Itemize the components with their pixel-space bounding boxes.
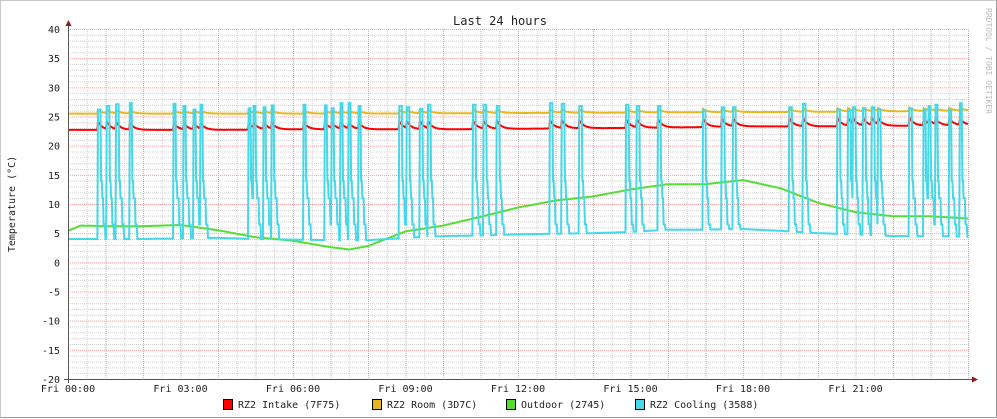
x-tick-label: Fri 00:00	[41, 384, 95, 395]
series-lines	[67, 102, 969, 251]
legend-swatch	[372, 399, 382, 410]
x-axis-ticks: Fri 00:00 Fri 03:00 Fri 06:00 Fri 09:00 Fri …	[41, 384, 883, 395]
series-line-3	[68, 102, 969, 242]
x-tick-label: Fri 06:00	[266, 384, 320, 395]
legend-label: Outdoor (2745)	[521, 400, 605, 411]
legend-swatch	[506, 399, 516, 410]
y-tick-label: 5	[54, 229, 60, 240]
y-tick-label: -10	[42, 317, 60, 328]
legend-label: RZ2 Cooling (3588)	[650, 400, 758, 411]
x-tick-label: Fri 12:00	[491, 384, 545, 395]
y-tick-label: 40	[48, 25, 60, 36]
y-tick-label: -15	[42, 346, 60, 357]
y-tick-label: 30	[48, 83, 60, 94]
series-line-0	[68, 114, 969, 131]
x-tick-label: Fri 03:00	[153, 384, 207, 395]
y-tick-label: 20	[48, 142, 60, 153]
legend-label: RZ2 Intake (7F75)	[238, 400, 340, 411]
y-tick-label: -20	[42, 375, 60, 386]
y-tick-label: 15	[48, 171, 60, 182]
x-tick-label: Fri 18:00	[716, 384, 770, 395]
y-tick-label: 35	[48, 54, 60, 65]
x-tick-label: Fri 15:00	[603, 384, 657, 395]
y-tick-label: 10	[48, 200, 60, 211]
grid	[68, 29, 970, 379]
legend-swatch	[223, 399, 233, 410]
watermark: RRDTOOL / TOBI OETIKER	[984, 8, 993, 114]
legend: RZ2 Intake (7F75) RZ2 Room (3D7C) Outdoor …	[223, 399, 758, 411]
y-tick-label: 0	[54, 258, 60, 269]
legend-swatch	[635, 399, 645, 410]
y-axis-ticks: 40 35 30 25 20 15 10 5 0 -5 -10 -15 -20	[42, 25, 60, 386]
series-line-2	[67, 179, 969, 251]
axes	[64, 20, 978, 383]
legend-label: RZ2 Room (3D7C)	[387, 400, 477, 411]
y-tick-label: -5	[48, 288, 60, 299]
series-line-1	[68, 105, 969, 115]
chart-title: Last 24 hours	[453, 14, 547, 28]
y-tick-label: 25	[48, 113, 60, 124]
x-tick-label: Fri 21:00	[828, 384, 882, 395]
y-axis-arrow-icon	[65, 20, 72, 26]
x-tick-label: Fri 09:00	[378, 384, 432, 395]
x-axis-arrow-icon	[972, 376, 978, 383]
y-axis-label: Temperature (°C)	[7, 156, 18, 252]
